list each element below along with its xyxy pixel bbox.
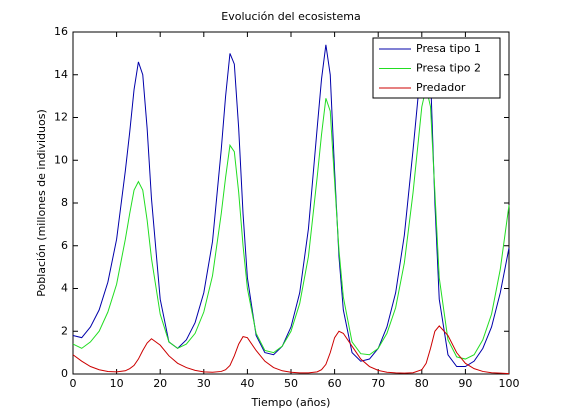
x-axis-label: Tiempo (años) xyxy=(251,396,331,409)
legend-label: Predador xyxy=(416,81,466,94)
x-tick-label: 50 xyxy=(284,377,298,390)
x-tick-label: 0 xyxy=(70,377,77,390)
y-tick-label: 2 xyxy=(61,324,68,337)
y-tick-label: 14 xyxy=(54,68,68,81)
x-tick-label: 90 xyxy=(458,377,472,390)
legend-label: Presa tipo 1 xyxy=(416,42,481,55)
chart-title: Evolución del ecosistema xyxy=(221,10,360,23)
x-tick-label: 70 xyxy=(371,377,385,390)
y-tick-label: 4 xyxy=(61,282,68,295)
x-tick-label: 80 xyxy=(415,377,429,390)
series-line xyxy=(72,87,510,360)
y-tick-label: 16 xyxy=(54,25,68,38)
legend-label: Presa tipo 2 xyxy=(416,62,481,75)
series-line xyxy=(72,325,510,375)
x-tick-label: 20 xyxy=(153,377,167,390)
x-tick-label: 10 xyxy=(110,377,124,390)
y-tick-label: 6 xyxy=(61,239,68,252)
x-tick-label: 30 xyxy=(197,377,211,390)
y-tick-label: 12 xyxy=(54,111,68,124)
y-tick-label: 8 xyxy=(61,196,68,209)
y-axis-label: Población (millones de individuos) xyxy=(35,109,48,297)
x-tick-label: 100 xyxy=(499,377,520,390)
x-tick-label: 40 xyxy=(240,377,254,390)
x-tick-label: 60 xyxy=(328,377,342,390)
y-tick-label: 10 xyxy=(54,153,68,166)
y-tick-label: 0 xyxy=(61,367,68,380)
